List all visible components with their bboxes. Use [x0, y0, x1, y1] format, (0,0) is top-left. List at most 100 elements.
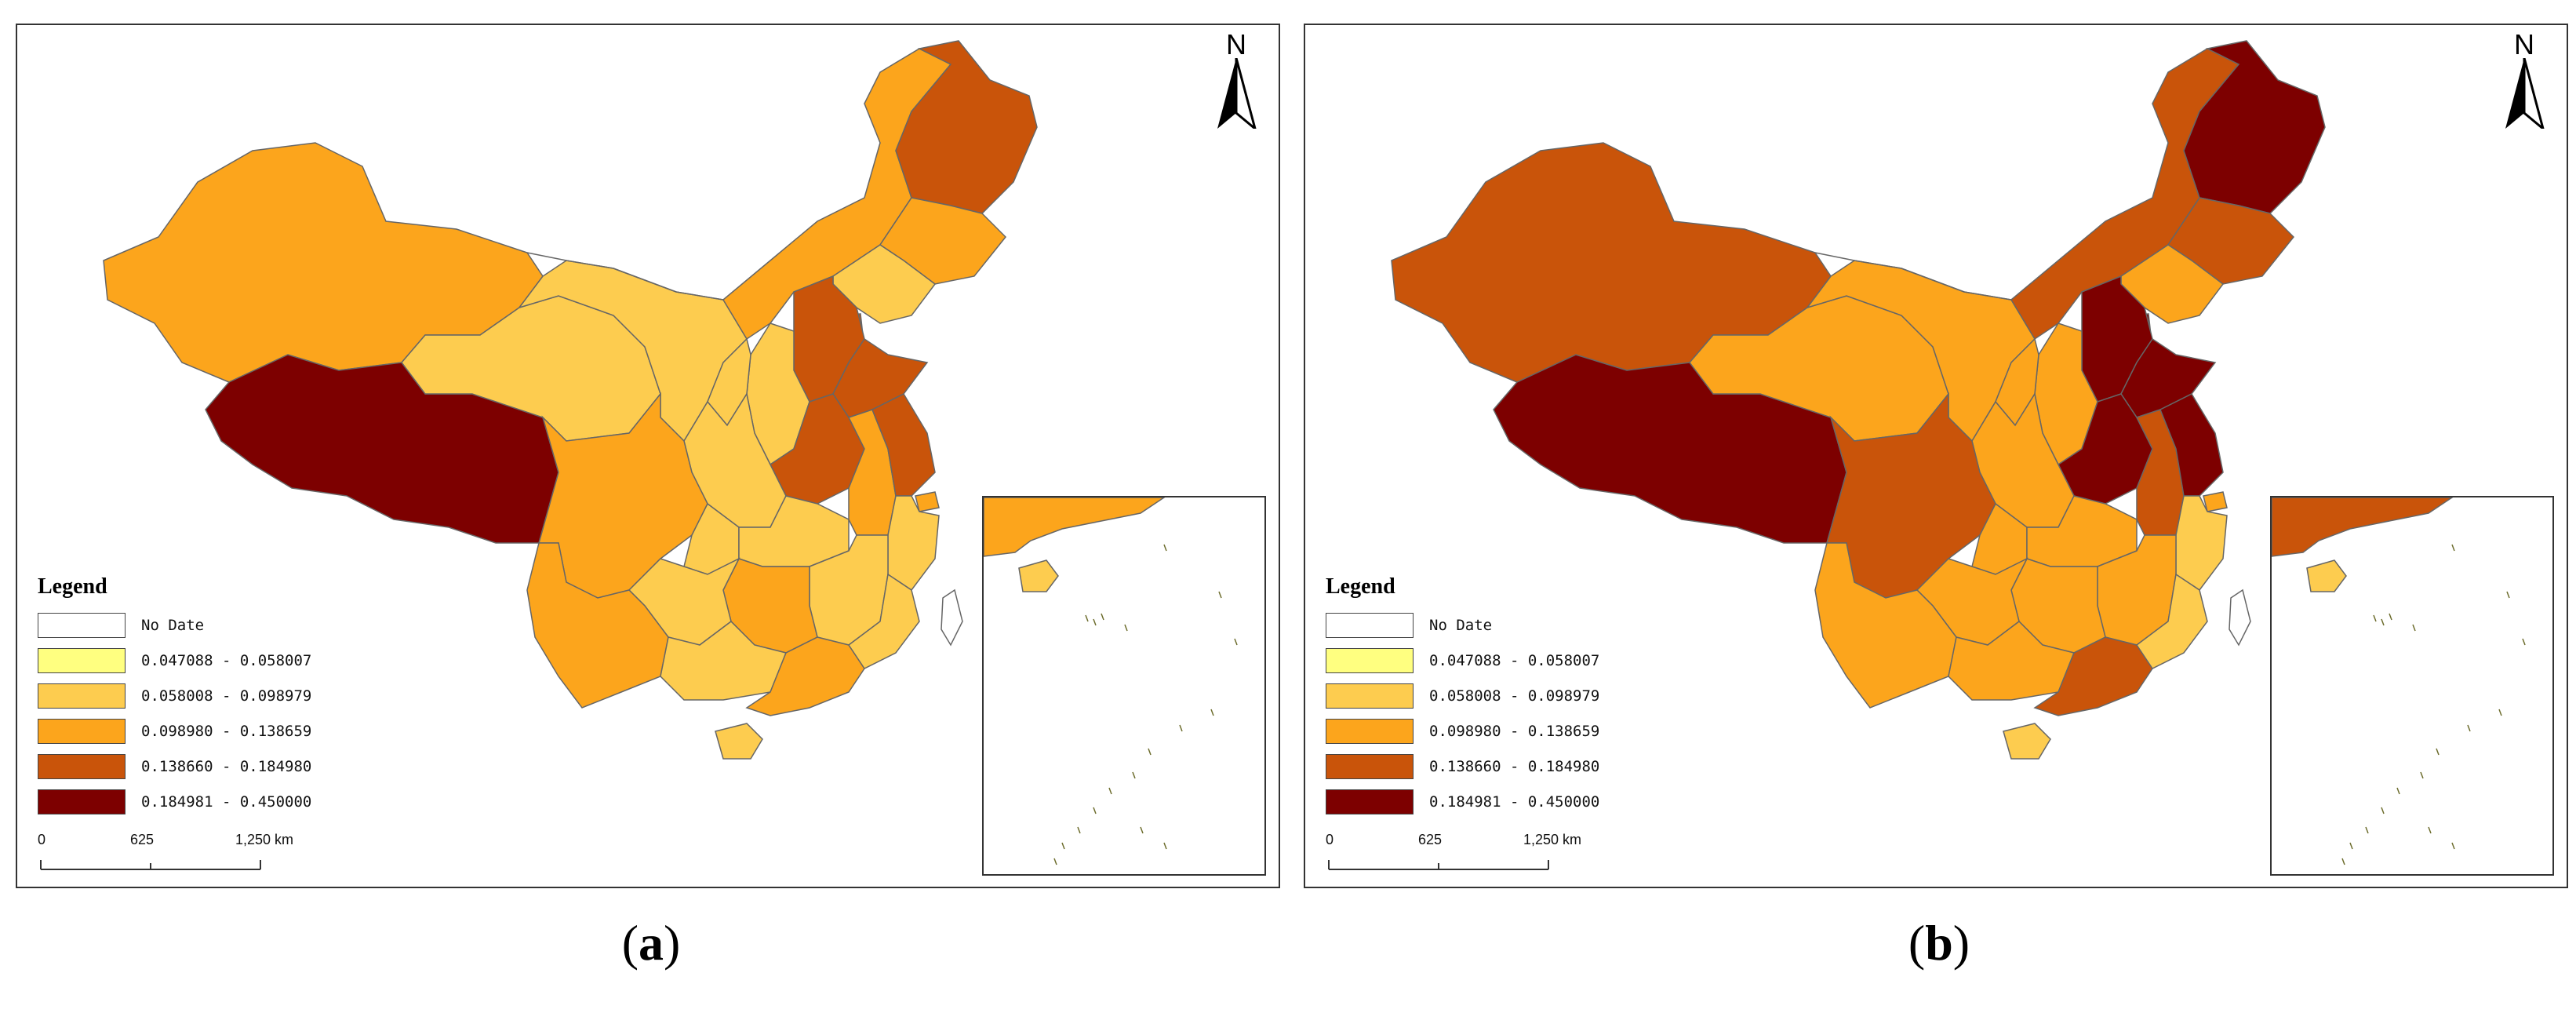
inset-islet [1077, 826, 1081, 834]
south-china-sea-inset [982, 496, 1266, 876]
legend-label: No Date [1429, 616, 1493, 634]
scale-bar: 0 625 1,250 km [38, 832, 293, 879]
inset-islet [2451, 544, 2455, 552]
legend-swatch [1326, 612, 1414, 638]
inset-islet [1093, 618, 1097, 626]
inset-islet [1132, 771, 1136, 779]
inset-region-hainan [2306, 559, 2347, 592]
legend-swatch [1326, 789, 1414, 814]
inset-islet [1085, 614, 1089, 622]
legend-row: 0.184981 - 0.450000 [38, 784, 398, 819]
inset-islet [2365, 826, 2369, 834]
inset-islet [2467, 724, 2471, 732]
scale-tick-625: 625 [1418, 832, 1443, 847]
inset-islet [1148, 748, 1152, 756]
legend-swatch [1326, 753, 1414, 779]
north-arrow-icon [1217, 58, 1257, 129]
scale-tick-0: 0 [1326, 832, 1334, 847]
legend-row: 0.047088 - 0.058007 [38, 643, 398, 678]
legend-row: 0.138660 - 0.184980 [1326, 749, 1686, 784]
inset-islet [2381, 807, 2385, 814]
legend-row: 0.047088 - 0.058007 [1326, 643, 1686, 678]
legend-row: No Date [38, 607, 398, 643]
inset-islet [2428, 826, 2432, 834]
legend-swatch [38, 718, 126, 744]
inset-islet [1140, 826, 1144, 834]
region-jiangsu [871, 393, 936, 497]
region-guangdong [745, 636, 865, 716]
legend-title: Legend [38, 574, 107, 599]
caption-b: (b) [1908, 915, 1970, 971]
map-panel-b: N Legend No Date 0.047088 - 0.058007 0.058… [1304, 24, 2568, 888]
inset-islet [1093, 807, 1097, 814]
scale-tick-625: 625 [130, 832, 155, 847]
north-arrow: N [2493, 28, 2556, 130]
inset-islet [2341, 858, 2345, 865]
legend-label: 0.047088 - 0.058007 [141, 651, 312, 669]
legend-label: 0.138660 - 0.184980 [1429, 757, 1600, 775]
inset-islet [1218, 591, 1222, 599]
legend-swatch [38, 789, 126, 814]
region-taiwan [941, 588, 963, 647]
legend-label: 0.047088 - 0.058007 [1429, 651, 1600, 669]
legend-title: Legend [1326, 574, 1395, 599]
scale-bar: 0 625 1,250 km [1326, 832, 1581, 879]
legend-swatch [38, 753, 126, 779]
legend-row: 0.098980 - 0.138659 [1326, 713, 1686, 749]
inset-islet [2412, 624, 2416, 632]
inset-map-a [984, 497, 1238, 865]
caption-a: (a) [621, 915, 681, 971]
region-tibet [1493, 354, 1847, 544]
legend-row: 0.058008 - 0.098979 [38, 678, 398, 713]
scale-bar-line [1328, 860, 1549, 870]
legend-swatch [38, 683, 126, 709]
legend-label: 0.058008 - 0.098979 [141, 687, 312, 705]
scale-tick-1250: 1,250 km [235, 832, 294, 847]
region-hainan [715, 723, 763, 760]
legend-row: 0.098980 - 0.138659 [38, 713, 398, 749]
legend-rows: No Date 0.047088 - 0.058007 0.058008 - 0.0… [1326, 607, 1686, 819]
legend: Legend No Date 0.047088 - 0.058007 0.05800… [1326, 574, 1686, 819]
inset-islet [2389, 613, 2392, 621]
region-guangdong [2033, 636, 2153, 716]
choropleth-map-a [103, 40, 1038, 760]
inset-islet [1053, 858, 1057, 865]
legend-label: 0.138660 - 0.184980 [141, 757, 312, 775]
region-hainan [2003, 723, 2051, 760]
region-jiangsu [2159, 393, 2224, 497]
inset-islet [1163, 544, 1167, 552]
inset-islet [2506, 591, 2510, 599]
legend-swatch [1326, 647, 1414, 673]
region-fujian [2135, 573, 2208, 669]
region-zhejiang [2175, 495, 2228, 592]
inset-islet [2451, 842, 2455, 850]
legend-row: 0.138660 - 0.184980 [38, 749, 398, 784]
inset-islet [2420, 771, 2424, 779]
map-panel-a: N Legend No Date 0.047088 - 0.058007 0.058… [16, 24, 1280, 888]
north-arrow: N [1205, 28, 1268, 130]
north-label: N [2514, 28, 2534, 60]
legend-label: 0.184981 - 0.450000 [1429, 793, 1600, 811]
legend-rows: No Date 0.047088 - 0.058007 0.058008 - 0.0… [38, 607, 398, 819]
legend-swatch [1326, 683, 1414, 709]
inset-islet [2373, 614, 2377, 622]
legend-swatch [38, 647, 126, 673]
inset-region-guangdong [984, 497, 1166, 557]
choropleth-map-b [1391, 40, 2326, 760]
inset-islet [1101, 613, 1104, 621]
legend-label: 0.058008 - 0.098979 [1429, 687, 1600, 705]
scale-bar-line [40, 860, 261, 870]
legend-label: 0.098980 - 0.138659 [1429, 722, 1600, 740]
legend-row: 0.184981 - 0.450000 [1326, 784, 1686, 819]
legend-swatch [1326, 718, 1414, 744]
region-tibet [205, 354, 559, 544]
region-shanghai [915, 491, 940, 512]
inset-islet [2381, 618, 2385, 626]
inset-islet [1210, 709, 1214, 716]
inset-islet [1163, 842, 1167, 850]
north-label: N [1226, 28, 1246, 60]
inset-islet [1124, 624, 1128, 632]
region-zhejiang [887, 495, 940, 592]
north-arrow-icon [2505, 58, 2545, 129]
inset-islet [1108, 787, 1112, 795]
